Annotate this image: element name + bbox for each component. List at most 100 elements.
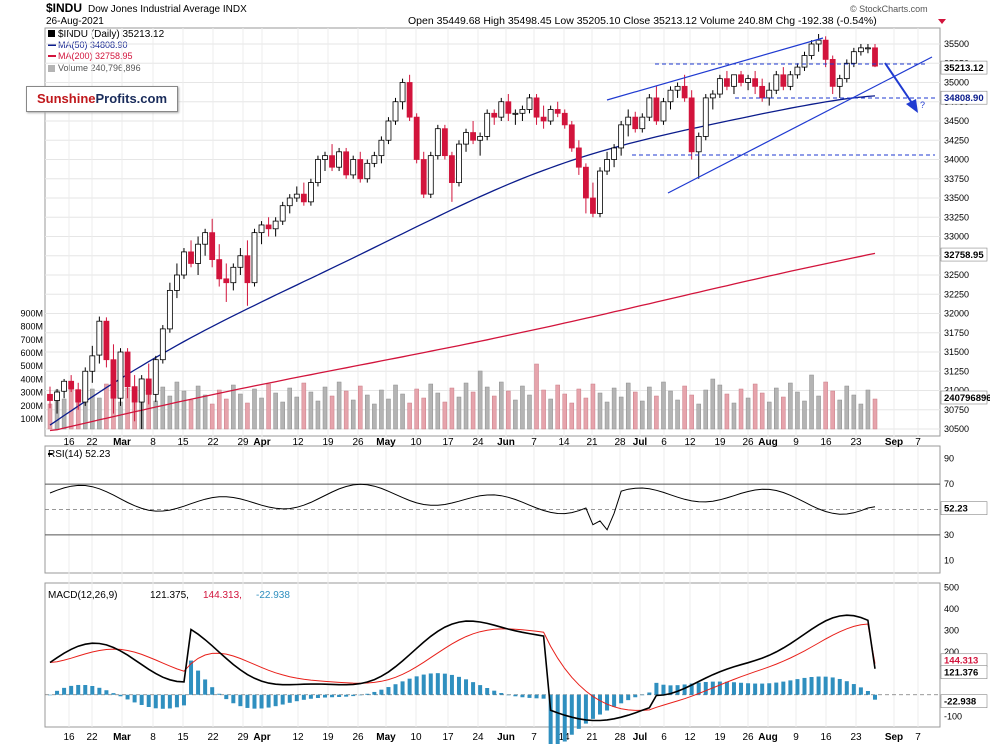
macd-histogram-bar <box>823 676 828 695</box>
macd-histogram-bar <box>273 694 278 707</box>
macd-series-signal: 144.313, <box>203 590 242 601</box>
volume-bar <box>555 384 560 430</box>
volume-bar <box>216 389 222 430</box>
macd-histogram-bar <box>252 694 257 709</box>
candle-body <box>413 116 420 160</box>
badge-rsi-bg <box>940 501 988 515</box>
y-tick-label: 35000 <box>944 78 969 88</box>
x-tick-label-bottom: 28 <box>614 732 626 743</box>
volume-bar <box>358 385 363 430</box>
candle-body <box>385 120 392 141</box>
macd-histogram-bar <box>181 694 186 706</box>
macd-histogram-bar <box>788 680 793 695</box>
volume-bar <box>407 402 412 430</box>
candle-body <box>272 220 279 230</box>
candle-body <box>533 97 540 118</box>
candle-body <box>674 85 681 91</box>
candle-body <box>251 232 258 284</box>
volume-bar <box>386 398 391 430</box>
volume-bar <box>414 388 419 430</box>
candle-body <box>343 151 350 176</box>
x-tick-label-bottom: 23 <box>850 732 862 743</box>
legend-volume: Volume 240,796,896 <box>58 63 141 73</box>
macd-histogram-bar <box>118 694 123 697</box>
macd-histogram-bar <box>851 684 856 695</box>
volume-bar <box>654 395 659 430</box>
channel-upper-line <box>606 37 824 101</box>
panel-frame <box>44 582 941 728</box>
macd-histogram-bar <box>703 681 708 695</box>
x-tick-label-bottom: 10 <box>410 732 422 743</box>
volume-bar <box>774 387 779 430</box>
macd-tick-label: 500 <box>944 582 959 592</box>
x-tick-label-bottom: Aug <box>758 732 777 743</box>
volume-bar <box>675 399 680 430</box>
volume-bar <box>231 384 236 430</box>
badge-macd-hist-bg <box>940 694 988 708</box>
macd-histogram-bar <box>104 690 109 695</box>
x-tick-label: May <box>376 437 396 448</box>
volume-bar <box>816 395 821 430</box>
badge-ma200: 32758.95 <box>944 250 984 261</box>
macd-histogram-bar <box>590 694 595 719</box>
macd-histogram-bar <box>76 684 81 695</box>
y-tick-label: 31250 <box>944 366 969 376</box>
x-tick-label-bottom: 26 <box>742 732 754 743</box>
macd-histogram-bar <box>449 674 454 695</box>
volume-bar <box>456 396 462 430</box>
candle-body <box>209 232 216 260</box>
candle-body <box>716 78 723 95</box>
rsi-title: RSI(14) 52.23 <box>48 449 111 460</box>
volume-bar <box>752 383 758 430</box>
macd-histogram-bar <box>315 694 320 699</box>
candle-body <box>371 155 378 164</box>
macd-histogram-bar <box>739 682 744 695</box>
macd-histogram-bar <box>837 678 842 695</box>
macd-histogram-bar <box>153 694 158 709</box>
volume-bar <box>625 382 631 430</box>
candle-body <box>300 193 307 203</box>
macd-histogram-bar <box>696 682 701 695</box>
candle-body <box>554 109 561 114</box>
badge-volume-bg <box>940 390 988 405</box>
macd-histogram-bar <box>795 679 800 695</box>
y-tick-label: 34250 <box>944 135 969 145</box>
macd-histogram-bar <box>717 681 722 695</box>
macd-histogram-bar <box>464 679 469 695</box>
macd-histogram-bar <box>189 660 194 695</box>
y-tick-label: 32250 <box>944 289 969 299</box>
volume-bar <box>379 389 384 430</box>
macd-histogram-bar <box>55 690 60 695</box>
macd-signal-line <box>49 623 876 711</box>
legend-swatch-price <box>48 30 55 37</box>
volume-bar <box>393 384 398 430</box>
macd-series-macd: 121.375, <box>150 590 189 601</box>
x-tick-label-bottom: 16 <box>63 732 75 743</box>
candle-body <box>329 155 335 168</box>
candle-body <box>441 128 448 157</box>
macd-histogram-bar <box>414 676 419 695</box>
x-tick-label: 22 <box>207 437 219 448</box>
candle-body <box>131 386 138 403</box>
volume-bar <box>308 391 314 430</box>
forecast-arrowhead-icon <box>906 99 918 113</box>
volume-bar <box>273 392 278 430</box>
candle-body <box>498 101 505 118</box>
macd-histogram-bar <box>456 676 461 695</box>
x-tick-label: Sep <box>885 437 903 448</box>
volume-bar <box>562 393 567 430</box>
badge-close-bg <box>940 60 988 75</box>
badge-macd-bg <box>940 665 988 679</box>
candle-body <box>357 159 364 180</box>
x-tick-label: 29 <box>237 437 249 448</box>
x-tick-label: 19 <box>322 437 334 448</box>
macd-histogram-bar <box>259 694 264 709</box>
macd-histogram-bar <box>351 694 356 697</box>
macd-histogram-bar <box>421 674 426 695</box>
y-tick-label: 34500 <box>944 116 969 126</box>
macd-histogram-bar <box>196 670 201 695</box>
candle-body <box>597 170 603 214</box>
x-tick-label: 16 <box>820 437 832 448</box>
macd-histogram-bar <box>633 694 638 698</box>
volume-bar <box>280 401 285 430</box>
